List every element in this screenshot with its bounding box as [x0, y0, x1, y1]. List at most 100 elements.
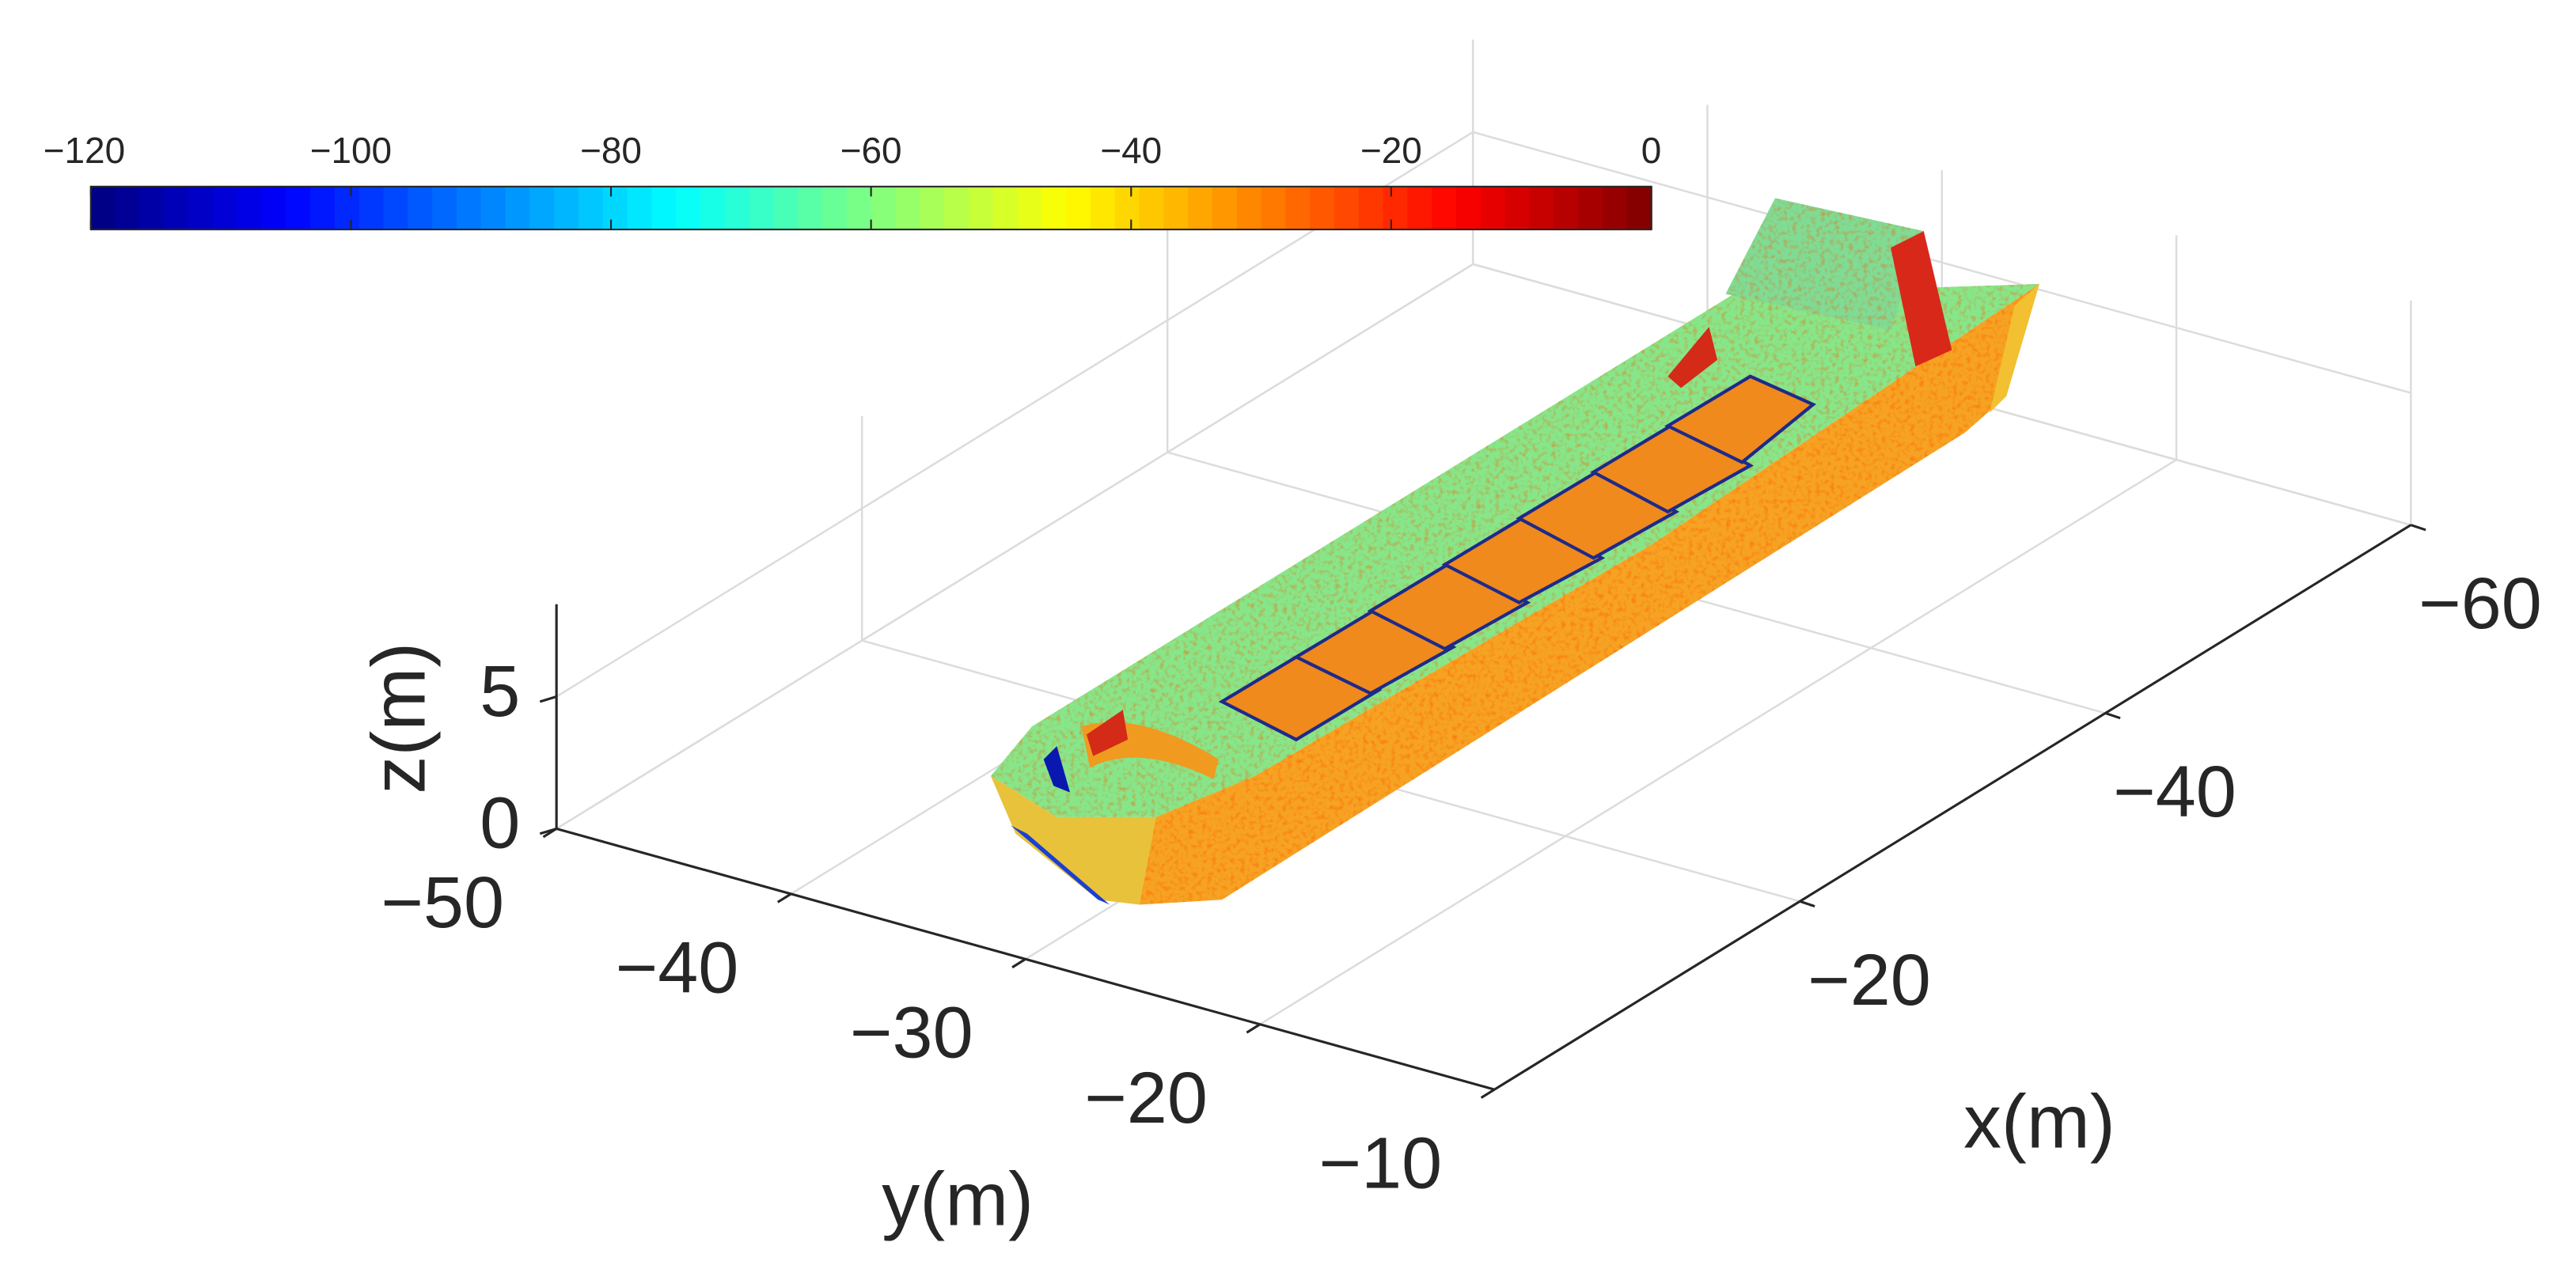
colorbar-swatch	[1602, 186, 1628, 230]
ship-stern	[1990, 283, 2039, 413]
colorbar-swatch	[1139, 186, 1165, 230]
colorbar-swatch	[920, 186, 946, 230]
colorbar-swatch	[1114, 186, 1140, 230]
ship-side-speckle	[1139, 283, 2039, 905]
colorbar-swatch	[1432, 186, 1458, 230]
ship-surface	[990, 198, 2039, 905]
hatch	[1664, 374, 1816, 464]
y-axis-label: y(m)	[882, 1157, 1034, 1242]
colorbar-swatch	[676, 186, 702, 230]
x-axis-line	[1493, 524, 2412, 1091]
ship-bow-dark	[1043, 746, 1071, 793]
ship-superstructure-face	[1891, 231, 1952, 367]
ship-hatches	[1218, 374, 1816, 742]
colorbar-swatch	[1358, 186, 1384, 230]
z-tick-label: 5	[480, 651, 520, 732]
colorbar-swatch	[724, 186, 750, 230]
colorbar-swatch	[602, 186, 628, 230]
y-tick	[1246, 1023, 1261, 1034]
colorbar-swatch	[1261, 186, 1287, 230]
colorbar-swatch	[408, 186, 434, 230]
colorbar-swatch	[1554, 186, 1580, 230]
x-tick-label: −60	[2419, 563, 2542, 644]
colorbar-swatch	[627, 186, 653, 230]
colorbar-swatch	[651, 186, 677, 230]
colorbar-swatch	[749, 186, 775, 230]
colorbar-swatch	[1212, 186, 1239, 230]
grid-line	[556, 263, 1474, 830]
colorbar-swatch	[1041, 186, 1068, 230]
y-tick-label: −30	[850, 993, 973, 1074]
colorbar-swatch	[798, 186, 824, 230]
colorbar-swatch	[456, 186, 482, 230]
colorbar-swatch	[1383, 186, 1409, 230]
ship-red-panel	[1086, 710, 1129, 756]
colorbar-swatch	[1529, 186, 1555, 230]
colorbar-swatch	[212, 186, 238, 230]
ship-bow	[990, 775, 1156, 905]
grid-line	[1259, 459, 2177, 1025]
colorbar-swatch	[480, 186, 506, 230]
z-tick	[539, 827, 557, 835]
colorbar-swatch	[1456, 186, 1482, 230]
colorbar-swatch	[383, 186, 409, 230]
colorbar-swatch	[310, 186, 336, 230]
colorbar-swatch	[334, 186, 360, 230]
grid-line	[1472, 131, 2411, 394]
colorbar-swatch	[1578, 186, 1604, 230]
colorbar-swatch	[1163, 186, 1189, 230]
colorbar-swatch	[895, 186, 921, 230]
axes: −50 −40 −30 −20 −10 −60 −40 −20 0 5	[381, 524, 2542, 1204]
ship-bow-edge	[1010, 825, 1110, 905]
colorbar-swatch	[822, 186, 848, 230]
y-tick	[776, 892, 792, 903]
y-tick	[1480, 1088, 1496, 1099]
y-tick-label: −20	[1084, 1058, 1208, 1138]
colorbar-tick-label: 0	[1641, 130, 1662, 171]
x-tick-label: −40	[2113, 752, 2236, 832]
colorbar-swatch	[773, 186, 799, 230]
colorbar-swatch	[846, 186, 872, 230]
colorbar-swatch	[1504, 186, 1531, 230]
y-tick-label: −10	[1318, 1123, 1442, 1204]
colorbar-swatch	[261, 186, 287, 230]
colorbar-swatch	[554, 186, 580, 230]
colorbar-swatch	[1066, 186, 1092, 230]
x-tick	[1799, 900, 1815, 908]
y-tick	[1011, 957, 1026, 969]
x-tick-label: −20	[1808, 940, 1931, 1021]
colorbar-swatch	[237, 186, 263, 230]
colorbar-swatch	[1285, 186, 1311, 230]
colorbar-tick-label: −120	[44, 130, 125, 171]
colorbar-tick-label: −20	[1360, 130, 1422, 171]
colorbar-tick-label: −100	[310, 130, 392, 171]
colorbar: −120 −100 −80 −60 −40 −20 0	[44, 130, 1662, 231]
colorbar-swatch	[1334, 186, 1360, 230]
y-tick-label: −40	[616, 927, 739, 1008]
colorbar-swatch	[1090, 186, 1116, 230]
colorbar-swatch	[700, 186, 727, 230]
colorbar-tick-label: −40	[1100, 130, 1162, 171]
ship-red-panel	[1667, 327, 1717, 388]
x-tick	[2104, 711, 2121, 720]
colorbar-tick-label: −60	[840, 130, 902, 171]
colorbar-swatch	[871, 186, 897, 230]
colorbar-swatch	[359, 186, 385, 230]
colorbar-swatch	[1407, 186, 1433, 230]
colorbar-swatch	[164, 186, 190, 230]
colorbar-tick-label: −80	[580, 130, 642, 171]
colorbar-swatch	[1236, 186, 1262, 230]
colorbar-swatch	[992, 186, 1019, 230]
colorbar-swatch	[1188, 186, 1214, 230]
colorbar-swatch	[529, 186, 556, 230]
colorbar-swatch	[432, 186, 458, 230]
x-tick	[2410, 524, 2426, 532]
colorbar-swatch	[115, 186, 141, 230]
z-tick-label: 0	[480, 783, 520, 864]
colorbar-swatch	[1626, 186, 1652, 230]
colorbar-swatch	[90, 186, 116, 230]
colorbar-swatch	[1017, 186, 1043, 230]
colorbar-swatch	[968, 186, 994, 230]
